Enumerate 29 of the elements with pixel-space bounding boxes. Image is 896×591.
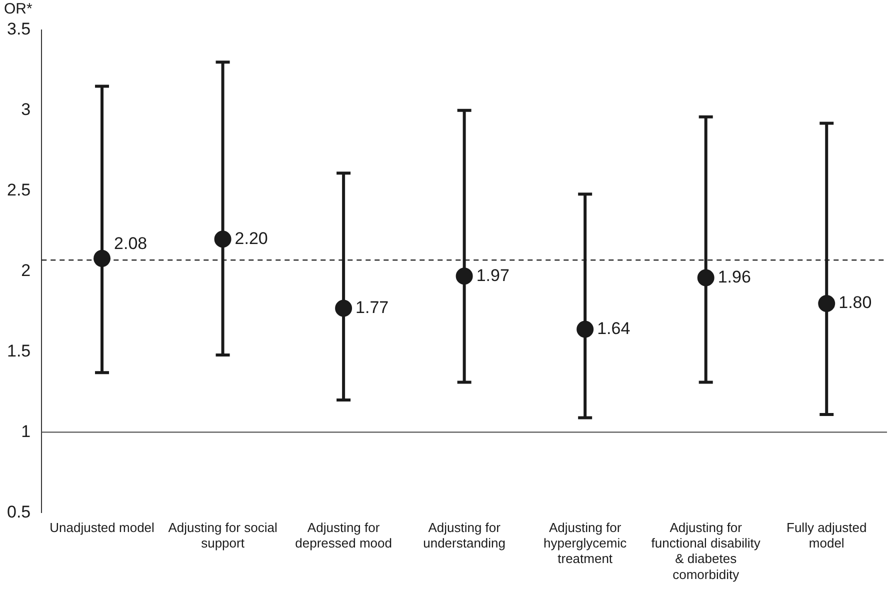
x-tick-label: Adjusting for hyperglycemic treatment [544, 520, 628, 566]
x-tick-label: Adjusting for social support [168, 520, 278, 551]
y-axis-title: OR* [4, 0, 32, 18]
data-label: 2.08 [114, 234, 148, 254]
y-tick-label: 0.5 [6, 502, 31, 522]
y-tick-label: 3 [21, 100, 31, 120]
data-label: 1.80 [838, 293, 872, 312]
x-tick-label: Adjusting for depressed mood [295, 520, 392, 551]
y-tick-label: 2.5 [6, 180, 31, 200]
y-tick-label: 1.5 [6, 341, 31, 360]
point [818, 294, 836, 312]
point [697, 269, 714, 286]
y-tick-label: 1 [21, 422, 31, 441]
data-label: 2.20 [234, 228, 268, 248]
data-label: 1.64 [597, 318, 630, 338]
data-label: 1.97 [476, 266, 510, 285]
data-label: 1.96 [718, 267, 751, 286]
y-tick-label: 3.5 [6, 20, 31, 39]
point [576, 320, 594, 338]
point [214, 230, 232, 248]
x-tick-label: Unadjusted model [50, 520, 155, 535]
x-tick-label: Fully adjusted model [786, 520, 867, 551]
x-tick-label: Adjusting for understanding [423, 520, 506, 551]
y-tick-label: 2 [21, 260, 31, 280]
point [456, 268, 473, 285]
x-tick-label: Adjusting for functional disability & diabetes comorbidity [651, 520, 761, 582]
data-label: 1.77 [356, 298, 389, 317]
point [335, 300, 352, 317]
point [94, 250, 111, 267]
